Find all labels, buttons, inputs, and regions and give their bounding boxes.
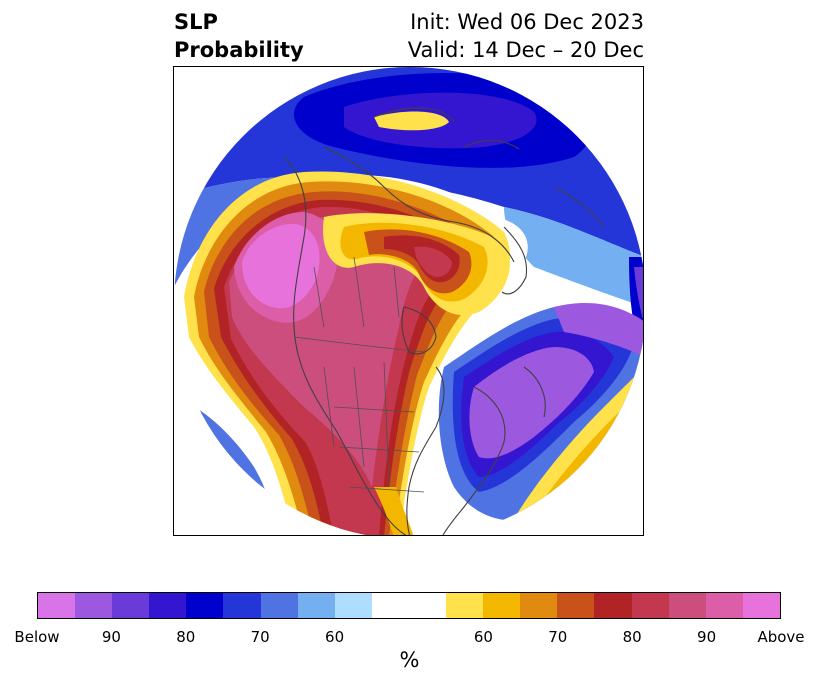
colorbar-tick-label: Below [14,628,60,646]
colorbar-swatch [631,593,669,618]
probability-field [174,67,643,535]
colorbar-swatch [186,593,224,618]
coastlines [283,107,605,535]
colorbar-unit-label: % [399,648,420,672]
colorbar-tick-label: 80 [176,628,196,646]
init-date: Init: Wed 06 Dec 2023 [410,10,644,34]
colorbar-tick-label: 90 [101,628,121,646]
title-variable: SLP [174,10,218,34]
colorbar-tick-label: 80 [622,628,642,646]
colorbar-swatch [742,593,780,618]
colorbar-swatch [75,593,113,618]
colorbar-swatch [483,593,521,618]
colorbar-swatch [668,593,706,618]
colorbar-tick-label: 60 [325,628,345,646]
colorbar-swatch [149,593,187,618]
colorbar-tick-label: 70 [250,628,270,646]
title-right: Init: Wed 06 Dec 2023 Valid: 14 Dec – 20… [408,8,644,64]
probability-map [174,67,643,535]
title-type: Probability [174,38,304,62]
valid-range: Valid: 14 Dec – 20 Dec [407,38,644,62]
colorbar-swatch [297,593,335,618]
colorbar-swatch [408,593,447,618]
colorbar-tick-label: 90 [697,628,717,646]
colorbar-swatch [223,593,261,618]
colorbar-swatch [112,593,150,618]
colorbar-swatch [334,593,372,618]
colorbar [37,592,781,619]
map-panel [173,66,644,536]
colorbar-swatch [557,593,595,618]
colorbar-tick-label: 70 [548,628,568,646]
colorbar-swatch [260,593,298,618]
colorbar-swatch [371,593,409,618]
title-left: SLP Probability [174,8,304,64]
colorbar-swatch [38,593,76,618]
political-borders [293,256,425,493]
colorbar-tick-label: Above [757,628,805,646]
colorbar-ticks: Below 90 80 70 60 60 70 80 90 Above [14,628,804,648]
colorbar-tick-label: 60 [473,628,493,646]
colorbar-swatch [705,593,743,618]
colorbar-swatch [520,593,558,618]
colorbar-swatch [594,593,632,618]
colorbar-swatch [446,593,484,618]
